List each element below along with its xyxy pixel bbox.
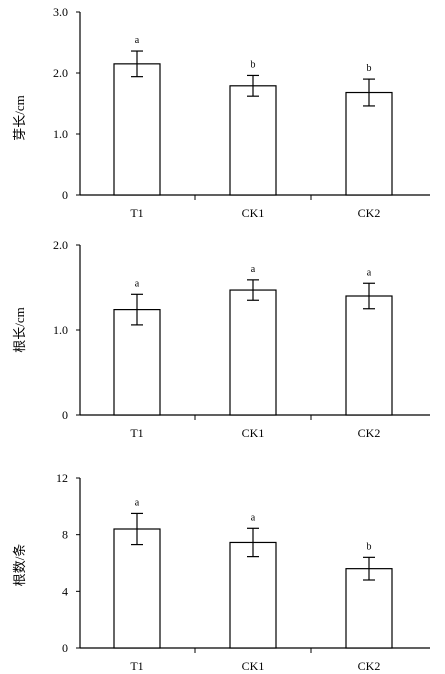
y-tick-label: 0 bbox=[62, 408, 68, 422]
bar-t1 bbox=[113, 528, 161, 649]
y-tick-label: 2.0 bbox=[53, 238, 68, 252]
bar-ck1 bbox=[229, 85, 277, 196]
category-label: CK1 bbox=[242, 426, 265, 440]
category-label: CK1 bbox=[242, 659, 265, 673]
y-tick-label: 1.0 bbox=[53, 127, 68, 141]
bar-ck1 bbox=[229, 541, 277, 649]
bar-ck2 bbox=[345, 568, 393, 649]
y-tick-label: 3.0 bbox=[53, 5, 68, 19]
significance-label: a bbox=[367, 267, 372, 278]
category-label: T1 bbox=[130, 659, 143, 673]
bar-t1 bbox=[113, 309, 161, 416]
significance-label: b bbox=[251, 59, 256, 70]
category-label: CK2 bbox=[358, 426, 381, 440]
category-label: T1 bbox=[130, 206, 143, 220]
chart-panel-1: 0 1.0 2.0 3.0 芽长/cm a T1 b CK1 b CK2 bbox=[12, 5, 430, 220]
category-label: CK2 bbox=[358, 659, 381, 673]
bar-ck2 bbox=[345, 91, 393, 196]
significance-label: a bbox=[251, 264, 256, 275]
category-label: CK1 bbox=[242, 206, 265, 220]
significance-label: a bbox=[251, 512, 256, 523]
y-axis-label: 芽长/cm bbox=[12, 95, 27, 141]
chart-panel-3: 0 4 8 12 根数/条 a T1 a CK1 b CK2 bbox=[12, 471, 430, 673]
y-tick-label: 1.0 bbox=[53, 323, 68, 337]
bar-t1 bbox=[113, 63, 161, 196]
y-axis-label: 根长/cm bbox=[12, 307, 27, 353]
y-tick-label: 0 bbox=[62, 188, 68, 202]
bar-ck2 bbox=[345, 295, 393, 416]
chart-panel-2: 0 1.0 2.0 根长/cm a T1 a CK1 a CK2 bbox=[12, 238, 430, 440]
significance-label: a bbox=[135, 278, 140, 289]
significance-label: b bbox=[367, 63, 372, 74]
y-tick-label: 0 bbox=[62, 641, 68, 655]
category-label: T1 bbox=[130, 426, 143, 440]
category-label: CK2 bbox=[358, 206, 381, 220]
significance-label: a bbox=[135, 497, 140, 508]
y-tick-label: 12 bbox=[56, 471, 68, 485]
y-tick-label: 2.0 bbox=[53, 66, 68, 80]
y-axis-label: 根数/条 bbox=[12, 544, 27, 587]
significance-label: a bbox=[135, 35, 140, 46]
bar-ck1 bbox=[229, 289, 277, 416]
significance-label: b bbox=[367, 541, 372, 552]
y-tick-label: 8 bbox=[62, 528, 68, 542]
y-tick-label: 4 bbox=[62, 584, 68, 598]
